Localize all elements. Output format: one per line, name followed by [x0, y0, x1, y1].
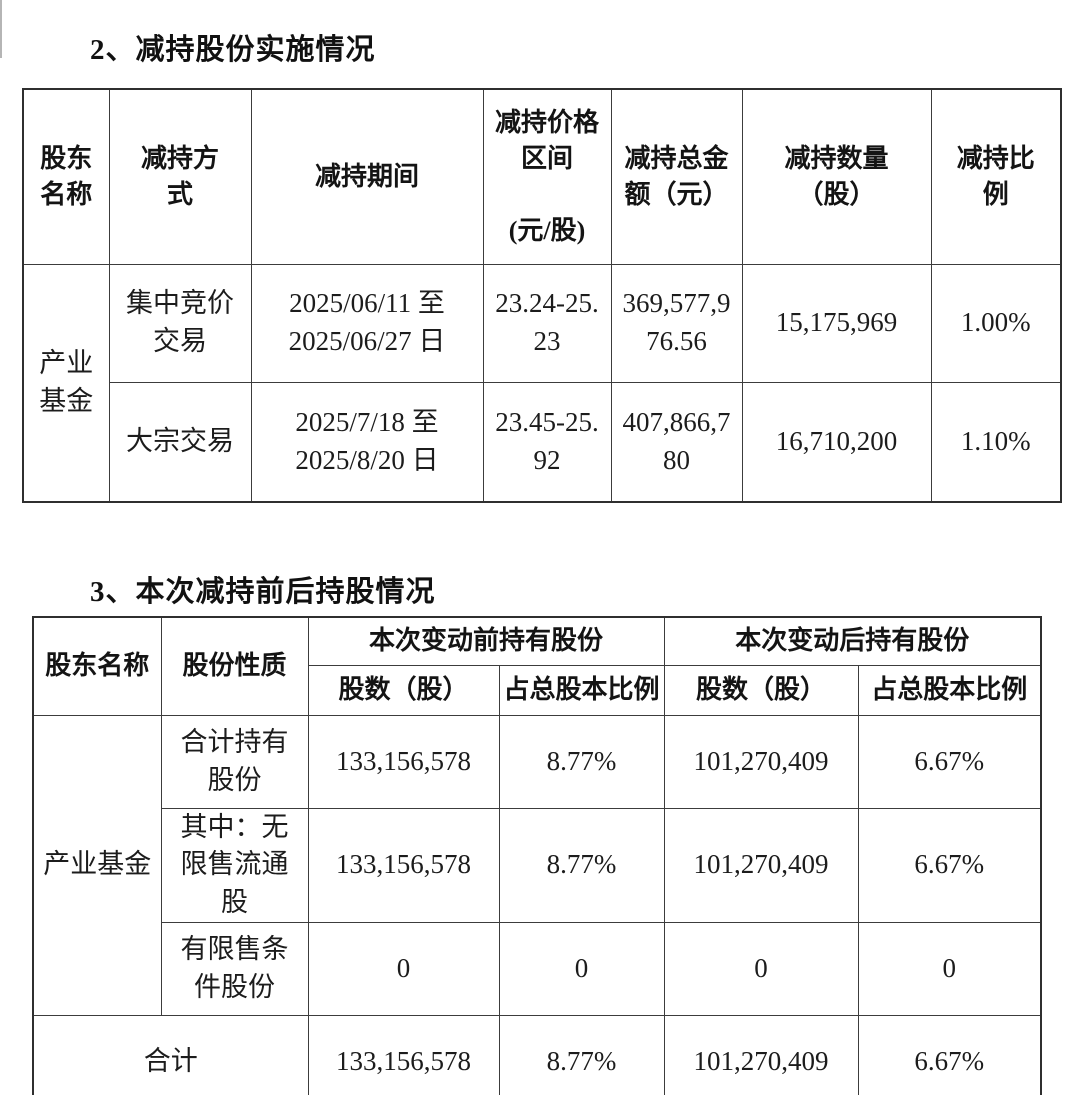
t2-total-before-shares-cell: 133,156,578 — [307, 1014, 500, 1095]
t1-quantity-cell: 16,710,200 — [741, 381, 932, 503]
table2-row-restricted: 有限售条件股份 0 0 0 0 — [33, 921, 1042, 1016]
t1-header-shareholder-name: 股东 名称 — [22, 88, 110, 265]
t2-before-pct-cell: 8.77% — [498, 714, 665, 809]
t1-header-ratio: 减持比 例 — [930, 88, 1062, 265]
t2-total-before-pct-cell: 8.77% — [498, 1014, 665, 1095]
t2-before-shares-cell: 133,156,578 — [307, 714, 500, 809]
t1-total-amount-cell: 407,866,780 — [610, 381, 743, 503]
t1-price-range-cell: 23.24-25.23 — [482, 263, 612, 383]
t1-method-cell: 大宗交易 — [108, 381, 252, 503]
t2-total-label-cell: 合计 — [32, 1014, 309, 1095]
t1-method-cell: 集中竞价交易 — [108, 263, 252, 383]
t1-header-quantity: 减持数量 （股） — [741, 88, 932, 265]
t2-header-before-pct: 占总股本比例 — [498, 664, 665, 716]
t2-after-shares-cell: 0 — [663, 921, 859, 1016]
t1-period-cell: 2025/7/18 至 2025/8/20 日 — [250, 381, 484, 503]
t2-shareholder-cell: 产业基金 — [32, 714, 162, 1016]
t1-total-amount-cell: 369,577,976.56 — [610, 263, 743, 383]
t2-after-pct-cell: 6.67% — [857, 807, 1042, 923]
reduction-implementation-table: 股东 名称 减持方 式 减持期间 减持价格 区间 (元/股) 减持总金 额（元）… — [22, 88, 1062, 503]
t2-after-shares-cell: 101,270,409 — [663, 714, 859, 809]
t2-header-after-pct: 占总股本比例 — [857, 664, 1042, 716]
table2-row-total-held: 产业基金 合计持有股份 133,156,578 8.77% 101,270,40… — [32, 714, 1042, 1016]
section-3-title: 3、本次减持前后持股情况 — [90, 576, 436, 608]
holdings-before-after-table: 股东名称 股份性质 本次变动前持有股份 本次变动后持有股份 股数（股） 占总股本… — [32, 616, 1043, 1095]
table2-row-unrestricted: 其中：无限售流通股 133,156,578 8.77% 101,270,409 … — [33, 807, 1042, 923]
t2-before-pct-cell: 0 — [498, 921, 665, 1016]
t1-header-price-range: 减持价格 区间 (元/股) — [482, 88, 612, 265]
t2-header-after-group: 本次变动后持有股份 — [663, 616, 1042, 666]
table2-row-grand-total: 合计 133,156,578 8.77% 101,270,409 6.67% — [32, 1014, 1042, 1095]
t2-nature-cell: 有限售条件股份 — [160, 921, 309, 1016]
t2-header-before-shares: 股数（股） — [307, 664, 500, 716]
table1-header-row: 股东 名称 减持方 式 减持期间 减持价格 区间 (元/股) 减持总金 额（元）… — [22, 88, 1062, 265]
t1-quantity-cell: 15,175,969 — [741, 263, 932, 383]
t2-after-shares-cell: 101,270,409 — [663, 807, 859, 923]
table1-row-auction: 产业基金 集中竞价交易 2025/06/11 至 2025/06/27 日 23… — [22, 263, 1062, 503]
t1-price-range-cell: 23.45-25.92 — [482, 381, 612, 503]
t2-before-pct-cell: 8.77% — [498, 807, 665, 923]
t1-ratio-cell: 1.10% — [930, 381, 1062, 503]
t1-shareholder-cell: 产业基金 — [22, 263, 110, 503]
t2-total-after-pct-cell: 6.67% — [857, 1014, 1042, 1095]
table2-header-row-1: 股东名称 股份性质 本次变动前持有股份 本次变动后持有股份 — [32, 616, 1042, 716]
t2-nature-cell: 合计持有股份 — [160, 714, 309, 809]
t2-header-shareholder-name: 股东名称 — [32, 616, 162, 716]
t1-header-reduction-method: 减持方 式 — [108, 88, 252, 265]
page-edge-artifact — [0, 0, 2, 58]
t2-after-pct-cell: 6.67% — [857, 714, 1042, 809]
t1-header-reduction-period: 减持期间 — [250, 88, 484, 265]
t2-before-shares-cell: 133,156,578 — [307, 807, 500, 923]
t2-after-pct-cell: 0 — [857, 921, 1042, 1016]
section-2-title: 2、减持股份实施情况 — [90, 34, 376, 66]
t2-header-before-group: 本次变动前持有股份 — [307, 616, 665, 666]
t2-before-shares-cell: 0 — [307, 921, 500, 1016]
t2-header-after-shares: 股数（股） — [663, 664, 859, 716]
table1-row-block-trade: 大宗交易 2025/7/18 至 2025/8/20 日 23.45-25.92… — [23, 381, 1062, 503]
t2-nature-cell: 其中：无限售流通股 — [160, 807, 309, 923]
t1-header-total-amount: 减持总金 额（元） — [610, 88, 743, 265]
t2-header-share-nature: 股份性质 — [160, 616, 309, 716]
t1-ratio-cell: 1.00% — [930, 263, 1062, 383]
t1-period-cell: 2025/06/11 至 2025/06/27 日 — [250, 263, 484, 383]
t2-total-after-shares-cell: 101,270,409 — [663, 1014, 859, 1095]
